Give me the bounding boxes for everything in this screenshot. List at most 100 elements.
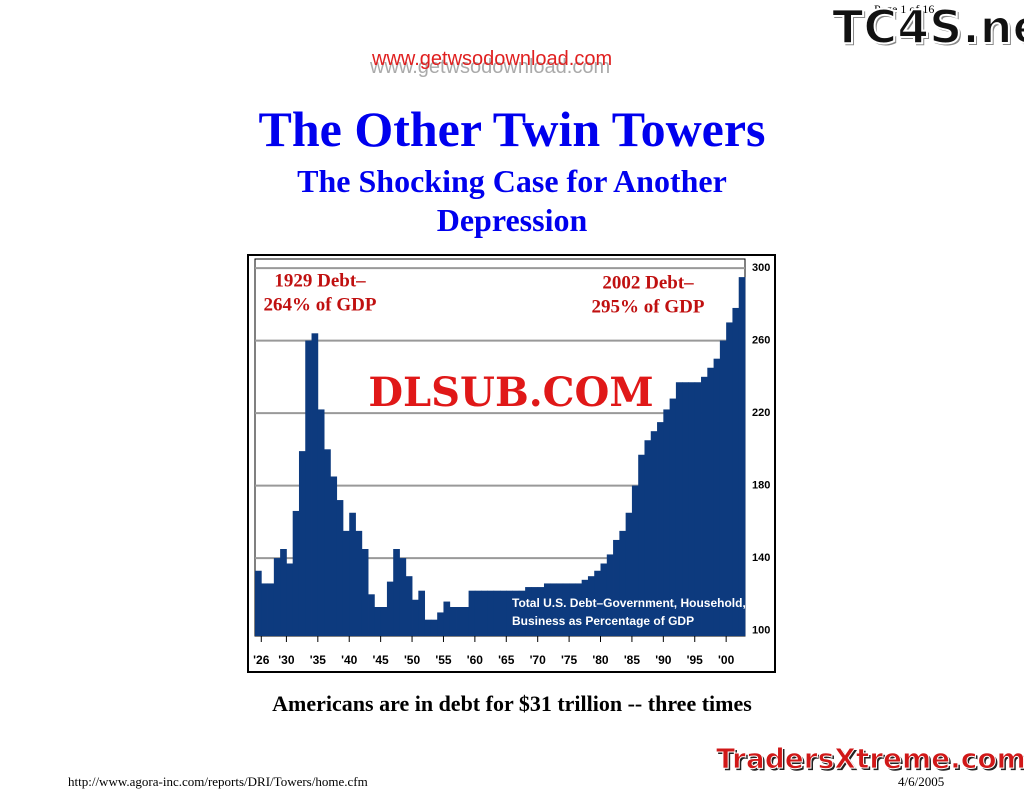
bar <box>562 583 570 636</box>
y-tick-label: 260 <box>752 334 770 346</box>
x-tick-label: '75 <box>561 653 578 667</box>
x-tick-label: '35 <box>310 653 327 667</box>
bar <box>638 454 645 636</box>
bar <box>393 549 400 636</box>
bar <box>437 612 444 636</box>
bar <box>694 382 702 636</box>
bar <box>581 579 589 636</box>
bar <box>537 587 545 636</box>
bar <box>286 563 294 636</box>
bar <box>550 583 557 636</box>
bar <box>575 583 583 636</box>
logo: TradersXtreme.com <box>716 742 1024 776</box>
bar <box>305 340 312 636</box>
bar <box>361 549 369 636</box>
bar <box>424 619 432 636</box>
bar <box>311 333 319 636</box>
chart-note: Total U.S. Debt–Government, Household, <box>512 596 746 610</box>
x-tick-label: '60 <box>467 653 484 667</box>
footer-date: 4/6/2005 <box>898 774 945 789</box>
bar <box>738 277 746 636</box>
bar <box>657 422 664 636</box>
bar <box>267 583 275 636</box>
bar <box>556 583 564 636</box>
bar <box>273 558 281 636</box>
x-tick-label: '70 <box>530 653 547 667</box>
annotation: 1929 Debt– <box>274 270 366 291</box>
bar <box>324 449 331 636</box>
y-tick-label: 300 <box>752 262 770 274</box>
bar <box>500 590 507 636</box>
watermark: DLSUB.COM <box>368 369 653 416</box>
bar <box>531 587 539 636</box>
bar <box>418 590 426 636</box>
bar <box>374 607 382 636</box>
annotation: 264% of GDP <box>264 294 377 315</box>
bar <box>525 587 532 636</box>
bar <box>688 382 696 636</box>
bar <box>569 583 576 636</box>
bar <box>682 382 689 636</box>
bar <box>412 599 419 636</box>
bar <box>330 476 338 636</box>
watermark-shadow: www.getwsodownload.com <box>370 56 611 78</box>
bar <box>669 398 677 636</box>
logo: TC4S.net <box>831 0 1024 55</box>
bar <box>631 485 639 636</box>
bar <box>380 607 388 636</box>
x-tick-label: '26 <box>253 653 270 667</box>
bar <box>663 409 671 636</box>
bar <box>462 607 469 636</box>
bar <box>600 563 608 636</box>
bar <box>449 607 457 636</box>
bar <box>619 530 627 636</box>
x-tick-label: '50 <box>404 653 421 667</box>
bar <box>280 549 287 636</box>
x-tick-label: '65 <box>498 653 515 667</box>
bar <box>474 590 482 636</box>
bar <box>317 409 325 636</box>
x-tick-label: '40 <box>341 653 358 667</box>
bar <box>368 594 375 636</box>
bar <box>405 576 413 636</box>
x-tick-label: '85 <box>624 653 641 667</box>
bar <box>255 570 262 636</box>
bar <box>443 601 451 636</box>
bar <box>594 570 601 636</box>
bar <box>487 590 495 636</box>
page-number: Page 1 of 16 <box>874 2 935 16</box>
bar <box>506 590 513 636</box>
y-tick-label: 180 <box>752 479 770 491</box>
x-tick-label: '30 <box>278 653 295 667</box>
annotation: 2002 Debt– <box>602 272 694 293</box>
y-tick-label: 220 <box>752 407 770 419</box>
bar <box>468 590 476 636</box>
x-tick-label: '90 <box>655 653 672 667</box>
chart-note: Business as Percentage of GDP <box>512 614 694 628</box>
bar <box>606 554 614 636</box>
bar <box>650 431 658 636</box>
bar <box>342 530 350 636</box>
bar <box>386 581 394 636</box>
bar <box>336 500 344 636</box>
bar <box>732 307 740 636</box>
footer-url: http://www.agora-inc.com/reports/DRI/Tow… <box>68 774 368 789</box>
bar <box>719 340 727 636</box>
title: The Other Twin Towers <box>258 101 766 157</box>
watermark: www.getwsodownload.com <box>372 48 613 70</box>
bar <box>355 530 363 636</box>
annotation: 295% of GDP <box>592 296 705 317</box>
x-tick-label: '95 <box>687 653 704 667</box>
bar <box>399 558 407 636</box>
bar <box>481 590 488 636</box>
bar <box>713 358 721 636</box>
bar <box>543 583 551 636</box>
y-tick-label: 140 <box>752 552 770 564</box>
x-tick-label: '55 <box>435 653 452 667</box>
bar <box>701 376 708 636</box>
bar <box>349 512 356 636</box>
bar <box>518 590 526 636</box>
bar <box>261 583 268 636</box>
